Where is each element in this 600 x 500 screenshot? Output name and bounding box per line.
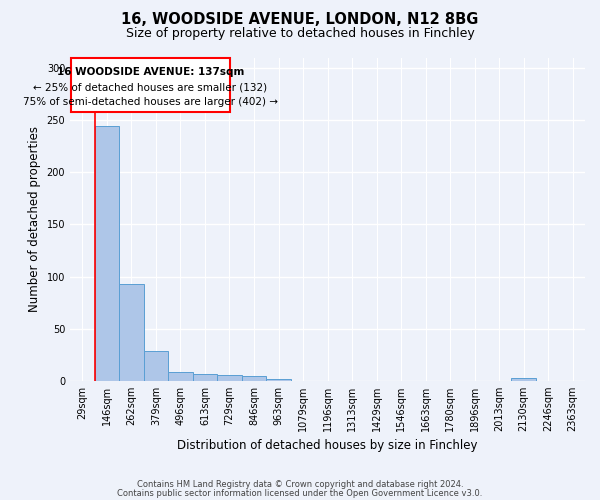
Bar [266,378,291,381]
Text: 75% of semi-detached houses are larger (402) →: 75% of semi-detached houses are larger (… [23,97,278,107]
Text: Contains HM Land Registry data © Crown copyright and database right 2024.: Contains HM Land Registry data © Crown c… [137,480,463,489]
Bar [119,284,143,381]
Bar [168,372,193,381]
X-axis label: Distribution of detached houses by size in Finchley: Distribution of detached houses by size … [177,440,478,452]
Bar [217,374,242,381]
Bar [242,376,266,381]
Text: ← 25% of detached houses are smaller (132): ← 25% of detached houses are smaller (13… [33,82,268,92]
Text: Contains public sector information licensed under the Open Government Licence v3: Contains public sector information licen… [118,488,482,498]
Y-axis label: Number of detached properties: Number of detached properties [28,126,41,312]
FancyBboxPatch shape [71,58,230,112]
Bar [193,374,217,381]
Bar [95,126,119,381]
Text: 16, WOODSIDE AVENUE, LONDON, N12 8BG: 16, WOODSIDE AVENUE, LONDON, N12 8BG [121,12,479,28]
Bar [143,350,168,381]
Text: Size of property relative to detached houses in Finchley: Size of property relative to detached ho… [125,28,475,40]
Bar [511,378,536,381]
Text: 16 WOODSIDE AVENUE: 137sqm: 16 WOODSIDE AVENUE: 137sqm [56,67,244,77]
